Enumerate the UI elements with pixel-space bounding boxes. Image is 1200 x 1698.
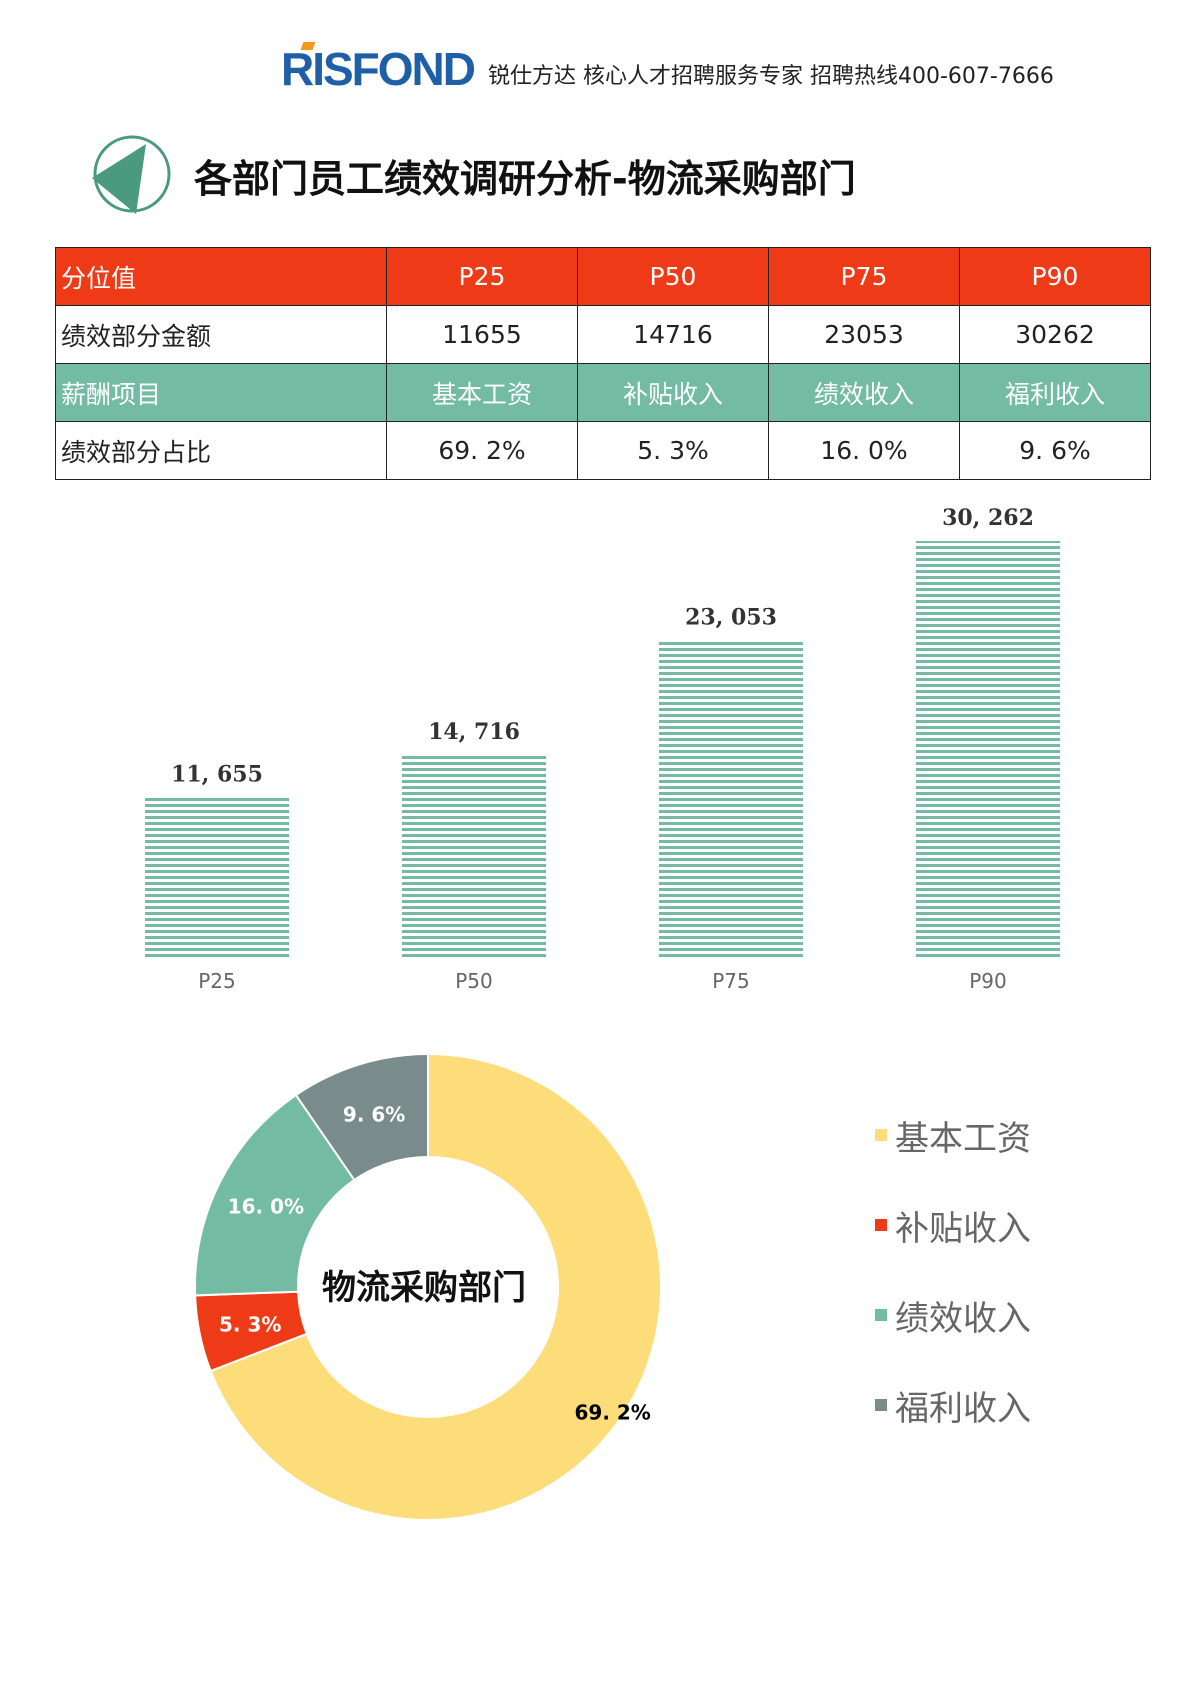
bar-data-label: 30, 262 [942, 505, 1034, 531]
legend-item: 绩效收入 [875, 1270, 1031, 1360]
legend-item: 福利收入 [875, 1360, 1031, 1450]
table-cell: 23053 [768, 305, 960, 364]
table-row: 绩效部分金额 11655 14716 23053 30262 [55, 305, 1151, 364]
table-cell: P25 [386, 247, 578, 306]
risfond-logo: RISFOND [281, 43, 476, 95]
legend-swatch-icon [875, 1309, 887, 1321]
legend-item: 基本工资 [875, 1090, 1031, 1180]
table-cell: 11655 [386, 305, 578, 364]
table-cell: P90 [959, 247, 1151, 306]
donut-center-label: 物流采购部门 [322, 1268, 526, 1308]
donut-slice [294, 1052, 429, 1182]
legend-swatch-icon [875, 1219, 887, 1231]
table-cell: 69. 2% [386, 421, 578, 480]
x-tick-label: P50 [455, 969, 493, 993]
legend-swatch-icon [875, 1399, 887, 1411]
table-cell: 9. 6% [959, 421, 1151, 480]
bar-data-label: 11, 655 [171, 761, 263, 787]
legend-label: 福利收入 [895, 1388, 1031, 1429]
bar-data-label: 23, 053 [685, 604, 777, 630]
row-header-cell: 绩效部分金额 [55, 305, 387, 364]
table-row: 分位值 P25 P50 P75 P90 [55, 247, 1151, 306]
table-cell: P50 [577, 247, 769, 306]
table-cell: 补贴收入 [577, 363, 769, 422]
row-header-cell: 分位值 [55, 247, 387, 306]
x-tick-label: P25 [198, 969, 236, 993]
legend-label: 补贴收入 [895, 1208, 1031, 1249]
table-cell: 基本工资 [386, 363, 578, 422]
donut-slice [194, 1093, 356, 1297]
summary-table: 分位值 P25 P50 P75 P90 绩效部分金额 11655 14716 23053 3026… [55, 247, 1151, 480]
donut-slice [209, 1052, 662, 1521]
legend-label: 基本工资 [895, 1118, 1031, 1159]
table-cell: 5. 3% [577, 421, 769, 480]
page-title: 各部门员工绩效调研分析-物流采购部门 [194, 157, 856, 201]
slice-data-label: 5. 3% [219, 1312, 281, 1336]
header-tagline: 锐仕方达 核心人才招聘服务专家 招聘热线400-607-7666 [488, 64, 1054, 89]
table-cell: 30262 [959, 305, 1151, 364]
row-header-cell: 绩效部分占比 [55, 421, 387, 480]
x-tick-label: P75 [712, 969, 750, 993]
legend-label: 绩效收入 [895, 1298, 1031, 1339]
table-cell: P75 [768, 247, 960, 306]
bar [402, 755, 546, 958]
bar-data-label: 14, 716 [428, 719, 520, 745]
legend-swatch-icon [875, 1129, 887, 1141]
compass-arrow-icon [92, 135, 171, 214]
donut-legend: 基本工资补贴收入绩效收入福利收入 [875, 1090, 1031, 1450]
table-row: 薪酬项目 基本工资 补贴收入 绩效收入 福利收入 [55, 363, 1151, 422]
table-row: 绩效部分占比 69. 2% 5. 3% 16. 0% 9. 6% [55, 421, 1151, 480]
bar [916, 541, 1060, 958]
bar [659, 640, 803, 958]
percentile-bar-chart: 11, 655 P25 14, 716 P50 23, 053 P75 30, 262 P90 [145, 505, 1060, 993]
table-cell: 14716 [577, 305, 769, 364]
slice-data-label: 9. 6% [343, 1103, 405, 1127]
x-tick-label: P90 [969, 969, 1007, 993]
table-cell: 16. 0% [768, 421, 960, 480]
bar [145, 797, 289, 958]
legend-item: 补贴收入 [875, 1180, 1031, 1270]
table-cell: 福利收入 [959, 363, 1151, 422]
slice-data-label: 16. 0% [228, 1194, 304, 1218]
table-cell: 绩效收入 [768, 363, 960, 422]
row-header-cell: 薪酬项目 [55, 363, 387, 422]
slice-data-label: 69. 2% [575, 1401, 651, 1425]
salary-donut-chart: 69. 2% 5. 3% 16. 0% 9. 6% 物流采购部门 [194, 1052, 662, 1521]
